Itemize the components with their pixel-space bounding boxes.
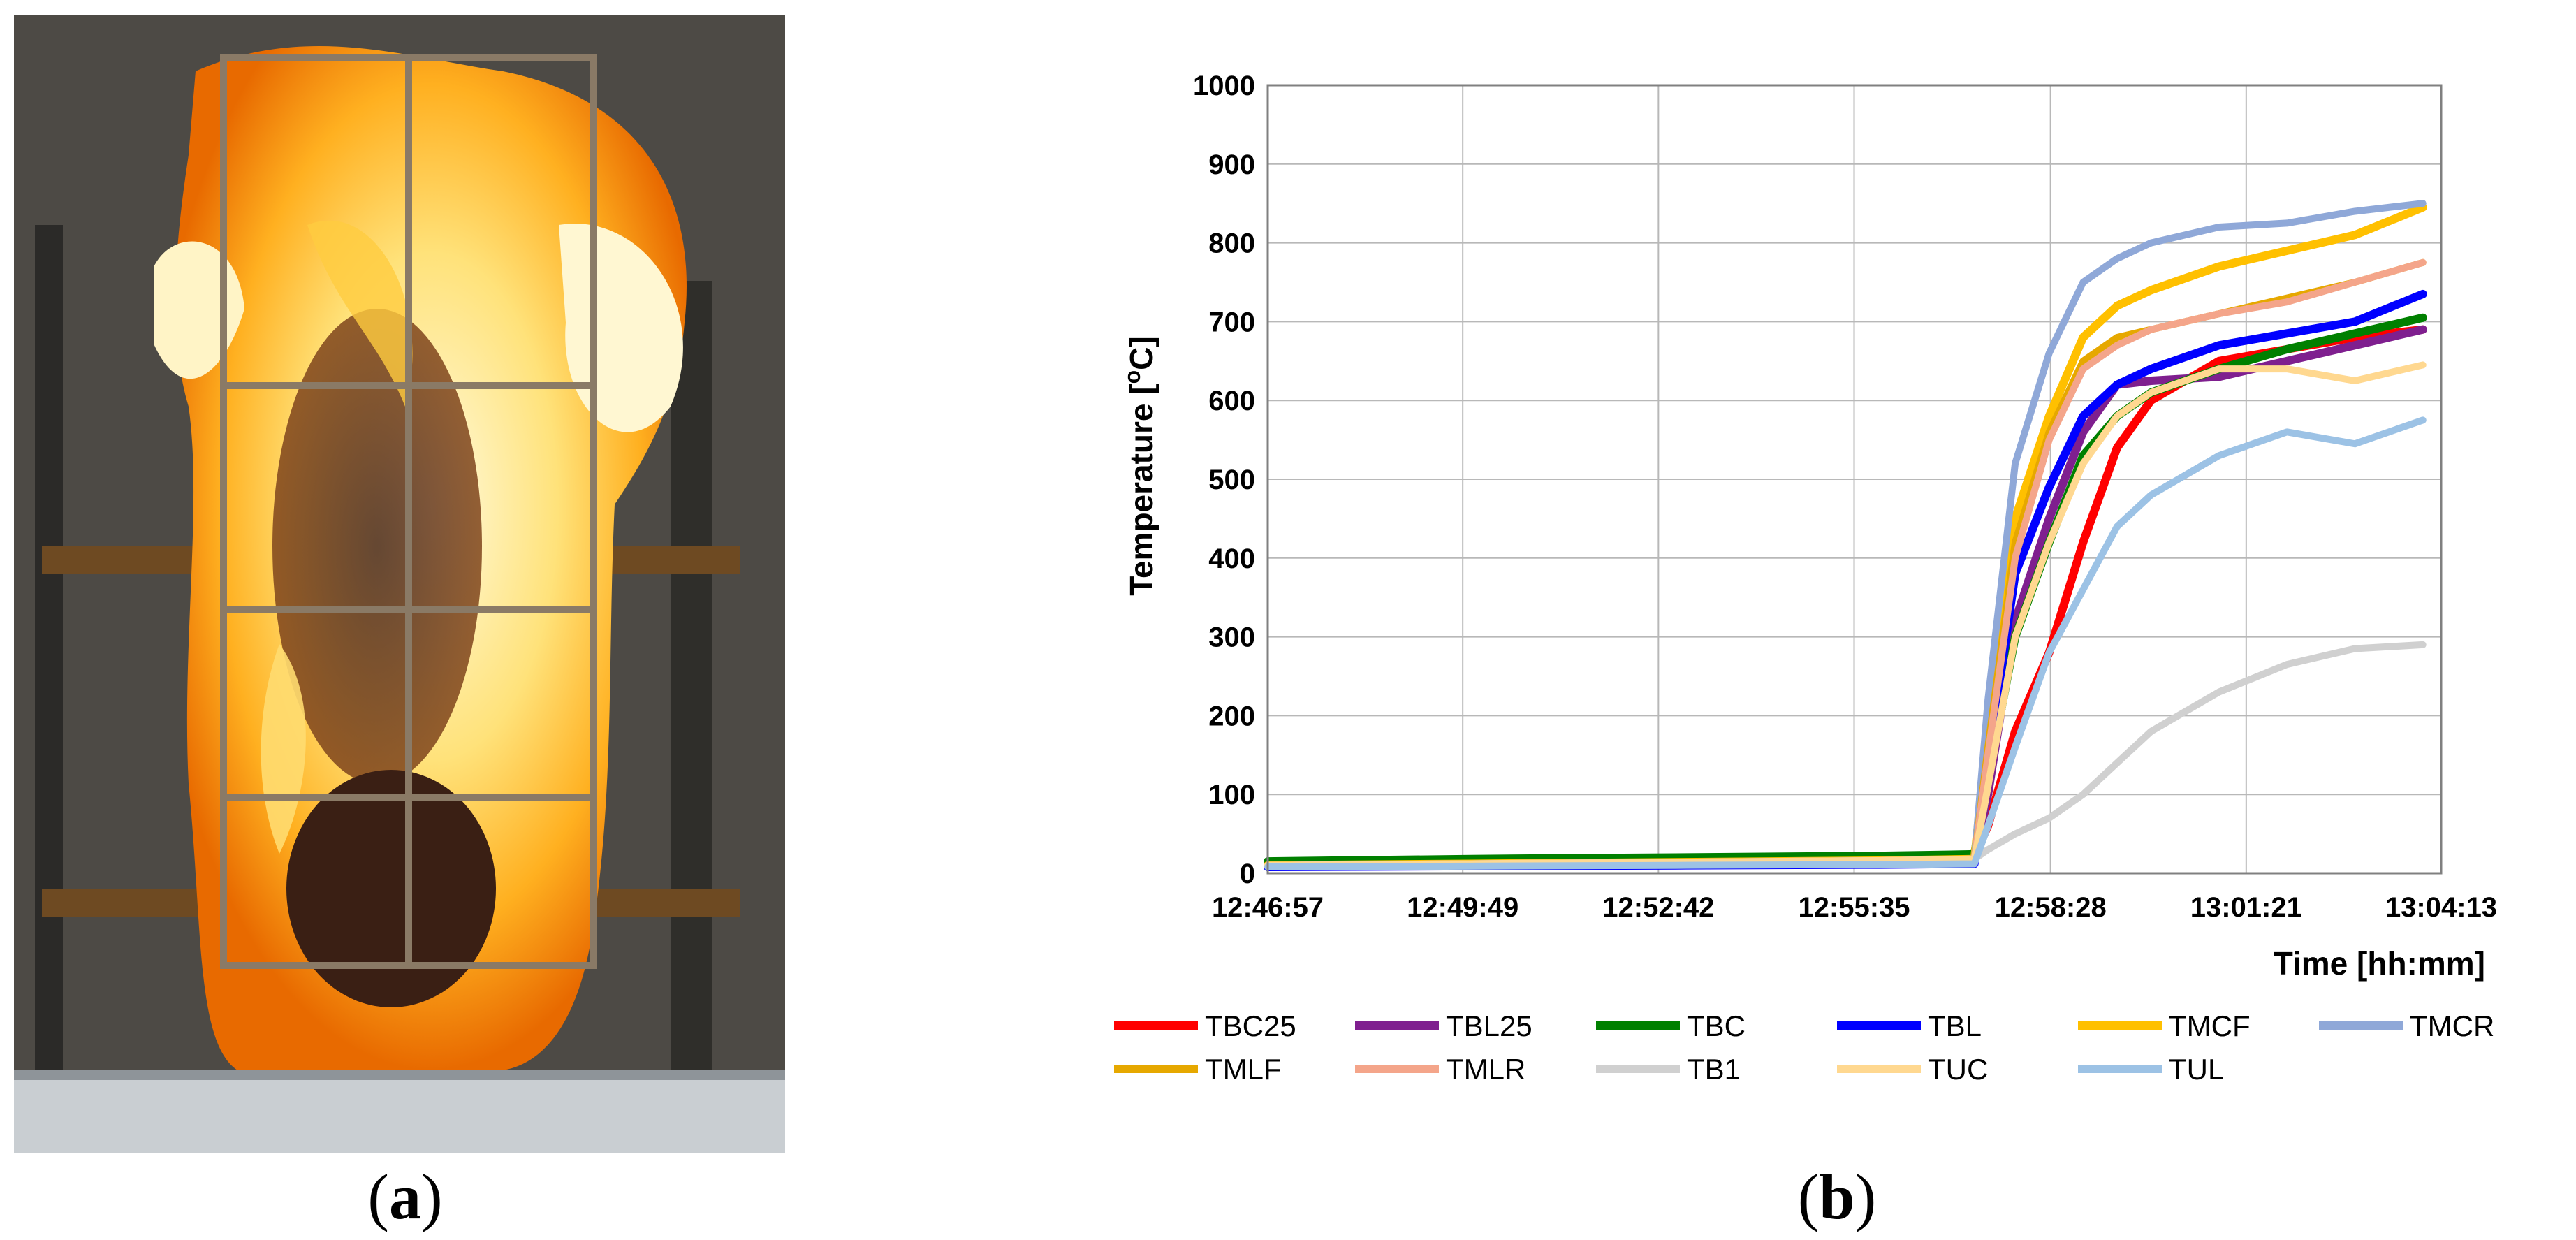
legend-label-tmcf: TMCF — [2169, 1009, 2251, 1042]
y-tick-label: 1000 — [1193, 71, 1255, 101]
plot-frame — [1266, 84, 2443, 875]
legend-label-tbl: TBL — [1928, 1009, 1982, 1042]
x-tick-label: 12:49:49 — [1407, 892, 1518, 923]
legend-label-tul: TUL — [2169, 1053, 2224, 1086]
legend-label-tbc: TBC — [1687, 1009, 1746, 1042]
axes-layer: 0 100 200 300 400 500 600 700 800 900 1000 12:46:57… — [1193, 71, 2497, 923]
x-tick-label: 12:55:35 — [1798, 892, 1910, 923]
y-tick-label: 400 — [1208, 544, 1255, 574]
y-tick-label: 700 — [1208, 307, 1255, 337]
legend-label-tmlf: TMLF — [1205, 1053, 1282, 1086]
temperature-chart: 0 100 200 300 400 500 600 700 800 900 1000 12:46:57… — [1114, 71, 2497, 1086]
series-layer — [1264, 200, 2427, 871]
x-tick-label: 13:04:13 — [2385, 892, 2497, 923]
x-tick-label: 12:52:42 — [1602, 892, 1714, 923]
x-tick-label: 12:46:57 — [1212, 892, 1324, 923]
series-line-tbc25 — [1264, 325, 2427, 868]
legend-label-tb1: TB1 — [1687, 1053, 1741, 1086]
series-line-tmcr — [1264, 200, 2427, 869]
panel-a-caption: (a) — [367, 1161, 443, 1232]
x-tick-label: 12:58:28 — [1995, 892, 2107, 923]
y-tick-label: 100 — [1208, 780, 1255, 810]
legend-label-tuc: TUC — [1928, 1053, 1988, 1086]
legend-label-tmlr: TMLR — [1446, 1053, 1525, 1086]
y-tick-label: 0 — [1240, 859, 1255, 889]
legend-label-tmcr: TMCR — [2410, 1009, 2494, 1042]
series-line-tul — [1264, 416, 2427, 870]
x-tick-label: 13:01:21 — [2190, 892, 2302, 923]
legend-label-tbc25: TBC25 — [1205, 1009, 1296, 1042]
y-tick-label: 500 — [1208, 465, 1255, 495]
panel-b-caption: (b) — [1797, 1161, 1877, 1232]
y-tick-label: 800 — [1208, 228, 1255, 259]
series-line-tb1 — [1264, 641, 2427, 869]
y-tick-label: 300 — [1208, 622, 1255, 653]
x-axis-title: Time [hh:mm] — [2274, 945, 2485, 982]
grid-layer — [1267, 85, 2442, 874]
series-line-tuc — [1264, 361, 2427, 869]
y-tick-label: 200 — [1208, 701, 1255, 731]
series-line-tbl25 — [1264, 325, 2427, 870]
series-line-tbc — [1264, 313, 2427, 866]
series-line-tbl — [1264, 289, 2427, 871]
legend-label-tbl25: TBL25 — [1446, 1009, 1532, 1042]
fire-test-photo — [14, 15, 785, 1153]
y-tick-label: 600 — [1208, 386, 1255, 416]
y-axis-title: Temperature [oC] — [1120, 336, 1159, 595]
legend: TBC25 TBL25 TBC TBL TMCF TMCR TMLF TMLR TB1 TUC TU… — [1114, 1009, 2494, 1086]
y-tick-label: 900 — [1208, 149, 1255, 180]
